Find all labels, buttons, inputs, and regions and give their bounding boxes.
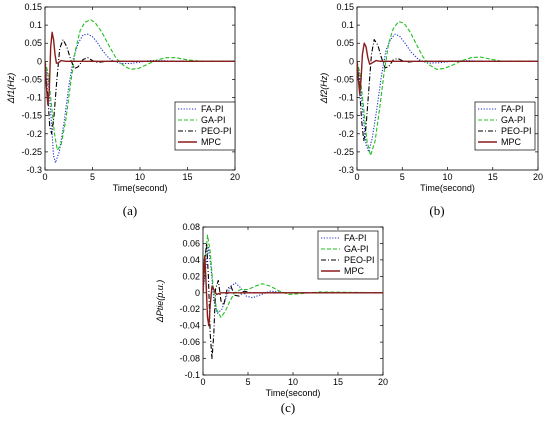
x-tick-label: 5 (90, 172, 95, 182)
x-axis-label: Time(second) (420, 183, 475, 193)
legend-label-peo-pi: PEO-PI (501, 126, 532, 136)
legend-box (317, 230, 379, 280)
series-line-mpc (203, 255, 383, 327)
y-tick-label: -0.25 (333, 147, 354, 157)
x-tick-label: 15 (488, 172, 498, 182)
series-lines (45, 19, 235, 164)
series-lines (203, 234, 383, 360)
legend-label-mpc: MPC (344, 266, 365, 276)
panel-caption: (c) (281, 400, 295, 415)
legend-label-ga-pi: GA-PI (344, 244, 369, 254)
y-tick-label: -0.02 (179, 304, 200, 314)
y-tick-label: -0.06 (179, 337, 200, 347)
series-line-ga-pi (203, 234, 383, 318)
x-tick-label: 15 (182, 172, 192, 182)
series-line-mpc (357, 42, 538, 95)
y-tick-label: 0 (37, 56, 42, 66)
chart-panel-a: 0 5 10 15 20 0.15 0.1 0.05 0 -0.05 -0.1 -0.15 -0.2 -0… (6, 2, 240, 218)
legend-label-peo-pi: PEO-PI (201, 126, 232, 136)
chart-panel-c: 0 5 10 15 20 0.08 0.06 0.04 0.02 0 -0.02 -0.04 -0.06… (155, 222, 388, 415)
legend-label-ga-pi: GA-PI (501, 115, 526, 125)
y-tick-label: 0.1 (341, 20, 354, 30)
y-tick-label: 0.06 (182, 238, 200, 248)
y-tick-label: -0.2 (26, 129, 42, 139)
y-tick-label: -0.1 (184, 370, 200, 380)
x-tick-label: 10 (288, 377, 298, 387)
y-axis-label: Δf2(Hz) (319, 73, 329, 105)
legend-label-ga-pi: GA-PI (201, 115, 226, 125)
y-tick-label: 0.05 (24, 38, 42, 48)
y-tick-label: -0.25 (21, 147, 42, 157)
y-tick-label: -0.15 (333, 111, 354, 121)
panel-caption: (a) (123, 203, 137, 218)
legend-label-mpc: MPC (501, 137, 522, 147)
series-line-fa-pi (45, 33, 235, 164)
y-axis-label: Δf1(Hz) (6, 73, 16, 105)
y-tick-label: -0.3 (338, 165, 354, 175)
x-tick-label: 0 (200, 377, 205, 387)
y-tick-label: -0.1 (338, 93, 354, 103)
y-tick-label: -0.15 (21, 111, 42, 121)
y-tick-label: -0.08 (179, 354, 200, 364)
legend-label-mpc: MPC (201, 137, 222, 147)
x-tick-label: 20 (533, 172, 543, 182)
y-tick-label: -0.2 (338, 129, 354, 139)
series-line-ga-pi (45, 19, 235, 151)
series-line-ga-pi (357, 20, 538, 157)
x-tick-label: 10 (442, 172, 452, 182)
x-tick-label: 0 (42, 172, 47, 182)
x-tick-label: 20 (230, 172, 240, 182)
x-tick-label: 5 (245, 377, 250, 387)
x-tick-label: 0 (354, 172, 359, 182)
x-tick-label: 15 (333, 377, 343, 387)
x-tick-label: 5 (400, 172, 405, 182)
y-axis-label: ΔPtie(p.u.) (155, 280, 165, 324)
y-tick-label: 0.05 (336, 38, 354, 48)
y-tick-label: -0.05 (21, 74, 42, 84)
y-tick-label: 0 (195, 288, 200, 298)
legend-label-fa-pi: FA-PI (201, 104, 224, 114)
legend-label-fa-pi: FA-PI (344, 233, 367, 243)
legend-label-fa-pi: FA-PI (501, 104, 524, 114)
y-tick-label: -0.05 (333, 74, 354, 84)
x-tick-label: 20 (378, 377, 388, 387)
panel-caption: (b) (429, 203, 444, 218)
y-tick-label: 0.04 (182, 255, 200, 265)
y-tick-label: 0.15 (24, 2, 42, 12)
y-tick-label: -0.3 (26, 165, 42, 175)
chart-panel-b: 0 5 10 15 20 0.15 0.1 0.05 0 -0.05 -0.1 -0.15 -0.2 -0… (319, 2, 543, 218)
y-tick-label: 0.15 (336, 2, 354, 12)
legend-label-peo-pi: PEO-PI (344, 255, 375, 265)
x-axis-label: Time(second) (113, 183, 168, 193)
x-axis-label: Time(second) (266, 388, 321, 398)
y-tick-label: 0.02 (182, 271, 200, 281)
series-line-mpc (45, 31, 235, 106)
y-tick-label: 0.1 (29, 20, 42, 30)
series-lines (357, 20, 538, 157)
series-line-peo-pi (203, 242, 383, 360)
y-tick-label: -0.1 (26, 93, 42, 103)
y-tick-label: 0.08 (182, 222, 200, 232)
y-tick-label: 0 (349, 56, 354, 66)
x-tick-label: 10 (135, 172, 145, 182)
y-tick-label: -0.04 (179, 321, 200, 331)
